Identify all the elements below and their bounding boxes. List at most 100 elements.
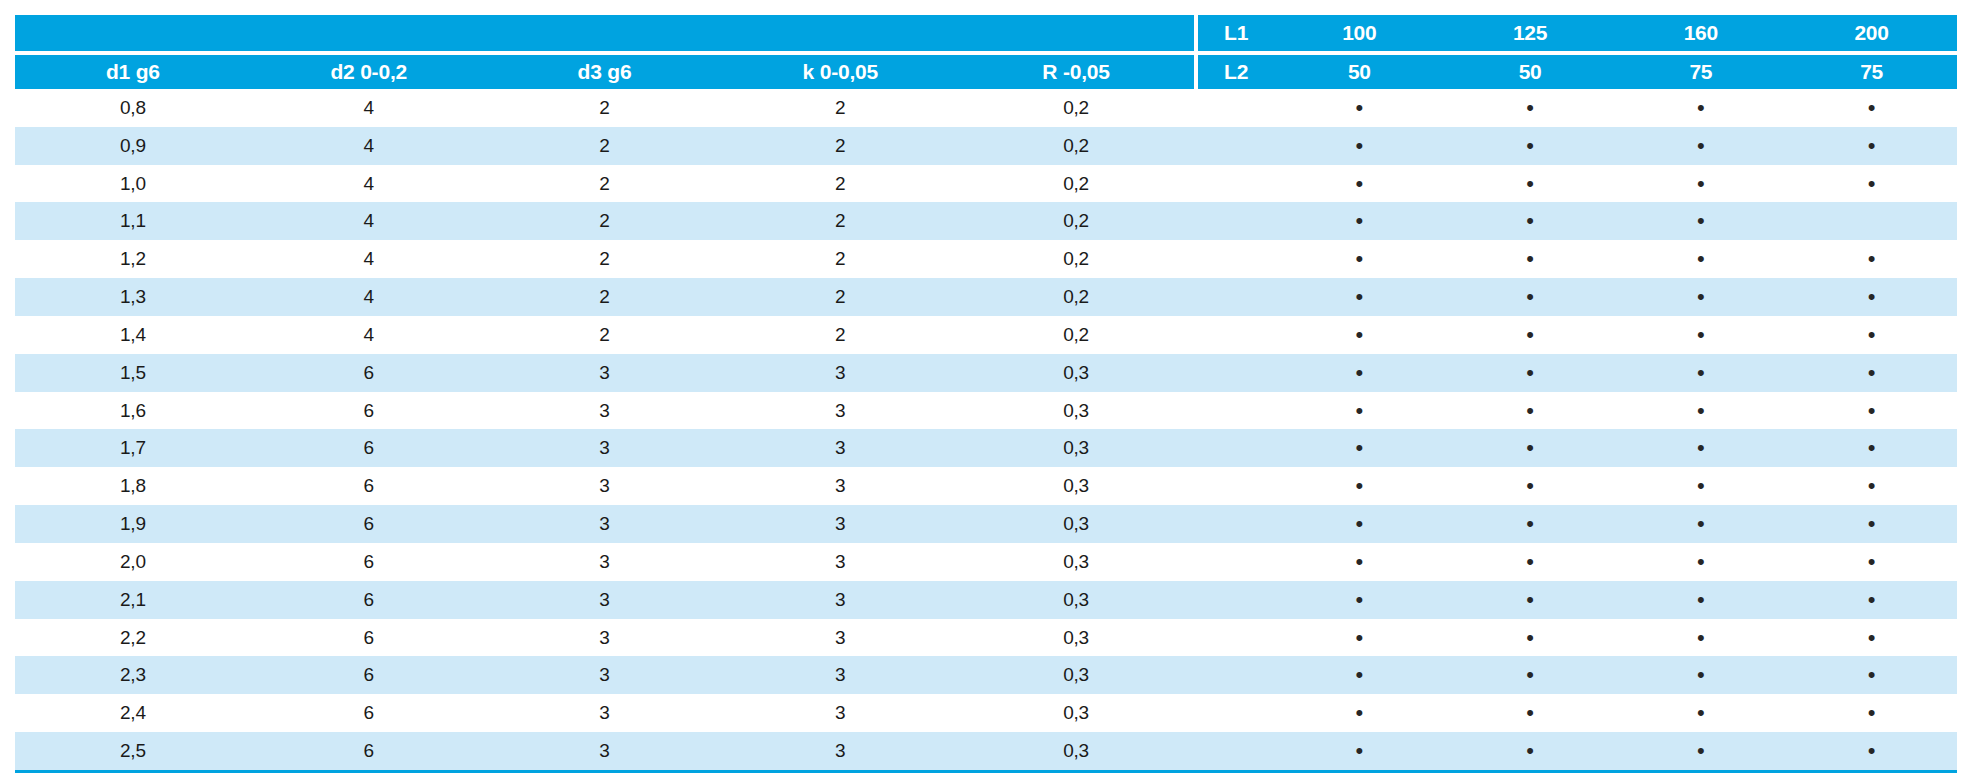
cell-d1: 1,6 [15, 400, 251, 422]
header-l1-value: 100 [1274, 15, 1445, 51]
column-header-d2: d2 0-0,2 [251, 55, 487, 89]
header-l1-value: 200 [1786, 15, 1957, 51]
column-header-k: k 0-0,05 [722, 55, 958, 89]
cell-d1: 2,3 [15, 664, 251, 686]
cell-r: 0,3 [958, 664, 1194, 686]
cell-r: 0,3 [958, 740, 1194, 762]
l-label-spacer [1198, 467, 1274, 505]
cell-d2: 4 [251, 135, 487, 157]
availability-dot-100: • [1274, 286, 1445, 308]
cell-d3: 3 [487, 627, 723, 649]
availability-dot-125: • [1445, 286, 1616, 308]
availability-dot-125: • [1445, 551, 1616, 573]
availability-dot-200: • [1786, 664, 1957, 686]
cell-r: 0,2 [958, 248, 1194, 270]
column-header-r: R -0,05 [958, 55, 1194, 89]
cell-k: 2 [722, 210, 958, 232]
cell-d3: 3 [487, 664, 723, 686]
availability-dot-160: • [1616, 97, 1787, 119]
availability-dot-100: • [1274, 400, 1445, 422]
cell-d1: 1,5 [15, 362, 251, 384]
cell-k: 3 [722, 513, 958, 535]
cell-k: 3 [722, 589, 958, 611]
availability-dot-200: • [1786, 362, 1957, 384]
availability-dot-125: • [1445, 475, 1616, 497]
availability-dot-125: • [1445, 627, 1616, 649]
availability-dot-100: • [1274, 627, 1445, 649]
availability-dot-100: • [1274, 173, 1445, 195]
l-label-spacer [1198, 505, 1274, 543]
availability-dot-200: • [1786, 702, 1957, 724]
header-l2-value: 75 [1616, 55, 1787, 89]
l-label-spacer [1198, 543, 1274, 581]
cell-d3: 3 [487, 362, 723, 384]
cell-r: 0,3 [958, 475, 1194, 497]
availability-dot-200: • [1786, 135, 1957, 157]
cell-d1: 1,1 [15, 210, 251, 232]
header-blank-cell [15, 15, 1194, 51]
l-label-spacer [1198, 354, 1274, 392]
availability-dot-100: • [1274, 740, 1445, 762]
table-row: 1,2 4 2 2 0,2 • • • • [15, 240, 1957, 278]
l-label-spacer [1198, 392, 1274, 430]
cell-d1: 1,9 [15, 513, 251, 535]
availability-dot-125: • [1445, 248, 1616, 270]
cell-d1: 1,8 [15, 475, 251, 497]
cell-r: 0,3 [958, 437, 1194, 459]
cell-d1: 1,3 [15, 286, 251, 308]
cell-d3: 3 [487, 437, 723, 459]
availability-dot-125: • [1445, 740, 1616, 762]
cell-r: 0,2 [958, 210, 1194, 232]
header-l1-label: L1 [1198, 15, 1274, 51]
availability-dot-200: • [1786, 324, 1957, 346]
availability-dot-160: • [1616, 324, 1787, 346]
cell-d3: 2 [487, 324, 723, 346]
availability-dot-100: • [1274, 702, 1445, 724]
cell-k: 2 [722, 248, 958, 270]
cell-r: 0,3 [958, 589, 1194, 611]
l-label-spacer [1198, 89, 1274, 127]
cell-r: 0,3 [958, 627, 1194, 649]
availability-dot-160: • [1616, 437, 1787, 459]
cell-d3: 2 [487, 286, 723, 308]
cell-k: 3 [722, 362, 958, 384]
l-label-spacer [1198, 202, 1274, 240]
availability-dot-100: • [1274, 664, 1445, 686]
cell-d2: 6 [251, 362, 487, 384]
cell-k: 2 [722, 286, 958, 308]
availability-dot-125: • [1445, 173, 1616, 195]
cell-d2: 6 [251, 589, 487, 611]
availability-dot-125: • [1445, 702, 1616, 724]
cell-k: 2 [722, 173, 958, 195]
availability-dot-125: • [1445, 513, 1616, 535]
availability-dot-125: • [1445, 589, 1616, 611]
cell-d2: 6 [251, 400, 487, 422]
availability-dot-125: • [1445, 362, 1616, 384]
availability-dot-125: • [1445, 210, 1616, 232]
cell-d3: 2 [487, 135, 723, 157]
cell-d1: 1,4 [15, 324, 251, 346]
availability-dot-200: • [1786, 173, 1957, 195]
cell-d3: 3 [487, 702, 723, 724]
availability-dot-100: • [1274, 437, 1445, 459]
availability-dot-125: • [1445, 135, 1616, 157]
table-row: 1,6 6 3 3 0,3 • • • • [15, 392, 1957, 430]
cell-k: 2 [722, 324, 958, 346]
availability-dot-200: • [1786, 513, 1957, 535]
availability-dot-160: • [1616, 248, 1787, 270]
cell-k: 3 [722, 551, 958, 573]
l-label-spacer [1198, 619, 1274, 657]
availability-dot-160: • [1616, 135, 1787, 157]
availability-dot-125: • [1445, 437, 1616, 459]
cell-d2: 6 [251, 627, 487, 649]
cell-r: 0,2 [958, 324, 1194, 346]
availability-dot-160: • [1616, 513, 1787, 535]
cell-k: 2 [722, 135, 958, 157]
availability-dot-200: • [1786, 400, 1957, 422]
table-row: 1,7 6 3 3 0,3 • • • • [15, 429, 1957, 467]
cell-d2: 4 [251, 210, 487, 232]
header-l1-value: 125 [1445, 15, 1616, 51]
availability-dot-160: • [1616, 400, 1787, 422]
cell-r: 0,3 [958, 513, 1194, 535]
cell-d1: 1,7 [15, 437, 251, 459]
